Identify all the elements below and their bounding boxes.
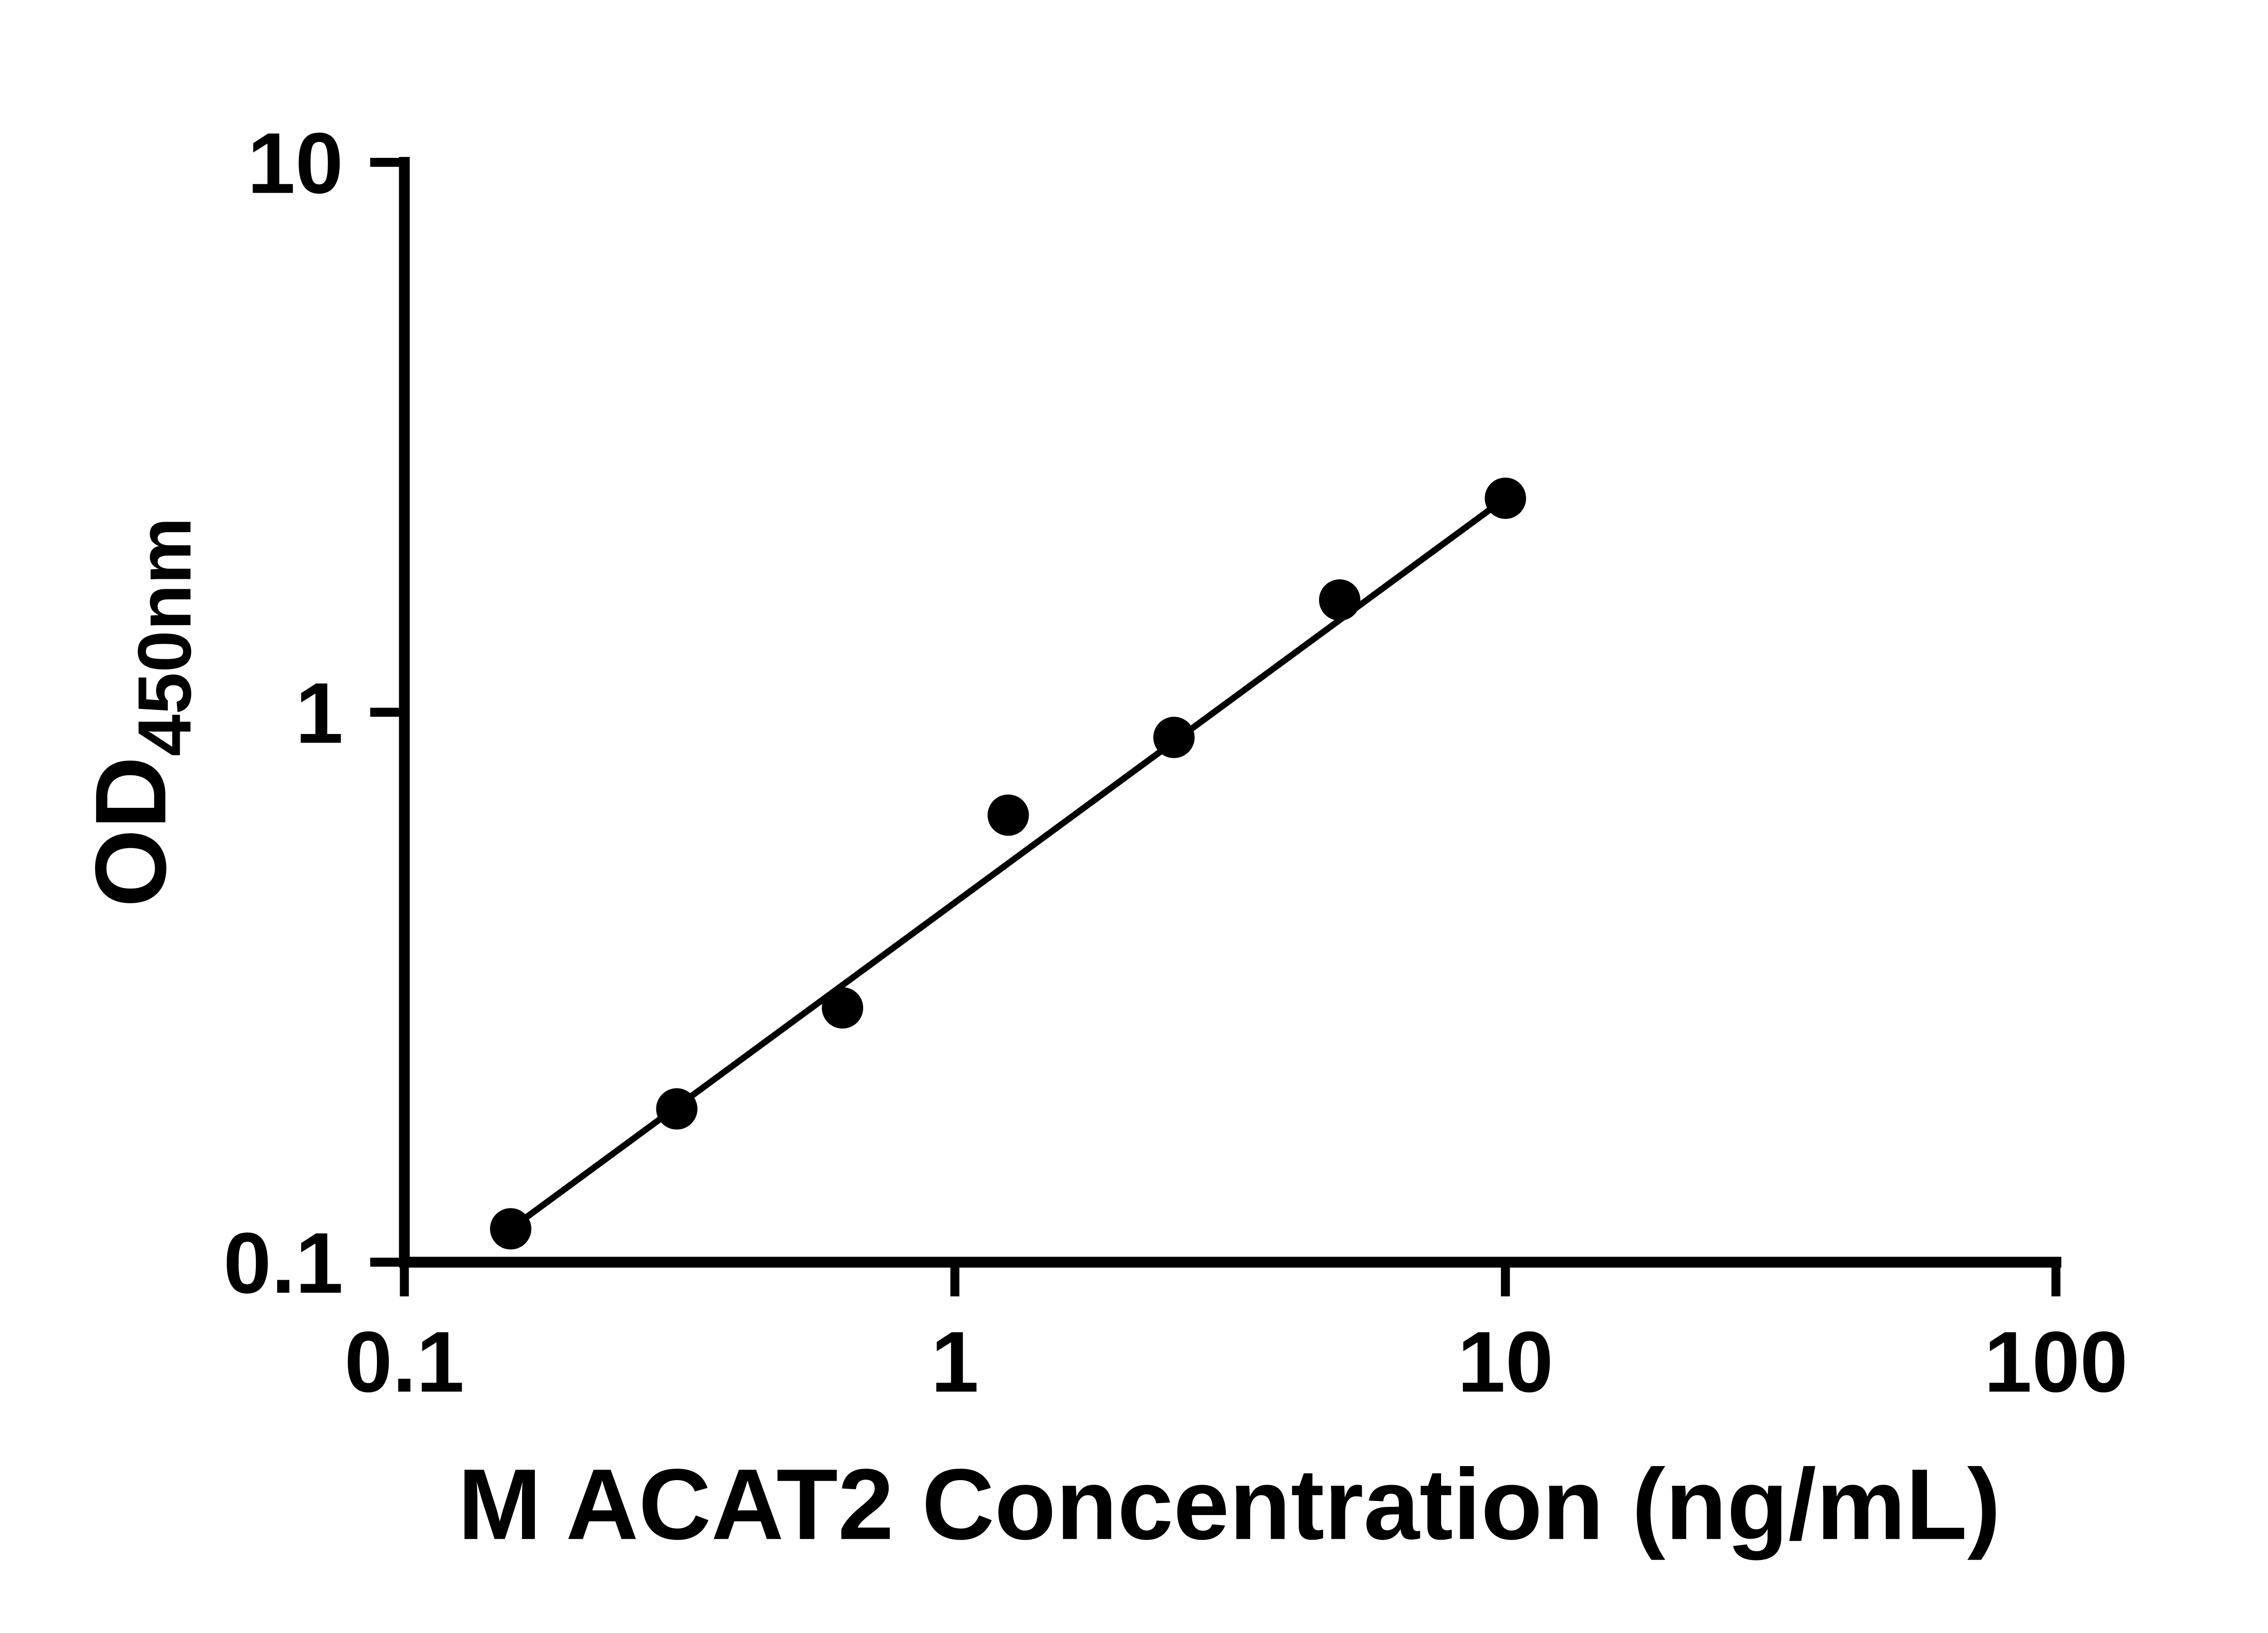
data-point xyxy=(1319,579,1361,621)
x-tick-label: 100 xyxy=(1984,1314,2128,1410)
chart-axes xyxy=(399,156,2062,1268)
data-points xyxy=(490,477,1526,1250)
data-point xyxy=(1153,717,1195,758)
y-axis-title: OD450nm xyxy=(75,517,207,907)
data-point xyxy=(656,1088,698,1130)
y-tick-label: 10 xyxy=(247,115,343,211)
data-point xyxy=(490,1208,532,1250)
x-axis-title: M ACAT2 Concentration (ng/mL) xyxy=(458,1448,2001,1561)
data-point xyxy=(1485,477,1526,519)
y-tick-label: 1 xyxy=(295,665,343,762)
data-point xyxy=(987,794,1029,836)
x-tick-label: 10 xyxy=(1457,1314,1554,1410)
chart-ticks xyxy=(370,157,2061,1296)
x-tick-label: 1 xyxy=(931,1314,979,1410)
chart-tick-labels: 0.1 1 10 100 0.1 1 10 xyxy=(223,115,2128,1410)
y-tick-label: 0.1 xyxy=(223,1215,343,1311)
y-axis-title-main: OD xyxy=(75,756,187,907)
x-tick-label: 0.1 xyxy=(344,1314,464,1410)
y-axis-title-subscript: 450nm xyxy=(122,517,207,756)
data-point xyxy=(821,987,863,1029)
